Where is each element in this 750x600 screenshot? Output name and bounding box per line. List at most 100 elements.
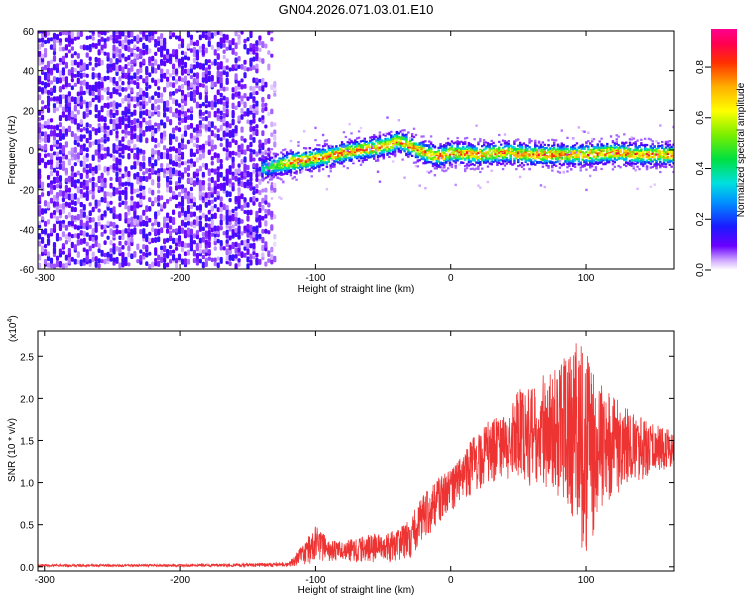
ridge-cell bbox=[543, 158, 546, 161]
noise-cell bbox=[261, 96, 265, 103]
noise-cell bbox=[180, 206, 185, 211]
noise-cell bbox=[240, 107, 244, 114]
noise-cell bbox=[97, 243, 101, 249]
noise-cell bbox=[210, 160, 214, 166]
ridge-cell bbox=[458, 153, 461, 156]
ridge-halo-cell bbox=[479, 186, 482, 189]
ridge-halo-cell bbox=[393, 145, 397, 148]
noise-cell bbox=[43, 71, 48, 77]
noise-cell bbox=[124, 106, 128, 113]
ridge-cell bbox=[327, 155, 330, 158]
ridge-cell bbox=[503, 140, 507, 143]
ridge-cell bbox=[325, 162, 329, 165]
ridge-cell bbox=[418, 146, 421, 149]
noise-cell bbox=[67, 235, 71, 243]
noise-cell bbox=[219, 158, 223, 164]
ridge-cell bbox=[454, 159, 457, 162]
noise-cell bbox=[103, 31, 107, 32]
ridge-cell bbox=[467, 155, 471, 158]
noise-cell bbox=[64, 254, 68, 261]
ridge-cell bbox=[429, 141, 433, 144]
ridge-cell bbox=[460, 153, 463, 156]
noise-cell bbox=[249, 104, 253, 110]
noise-cell bbox=[186, 214, 191, 222]
ridge-cell bbox=[268, 173, 272, 176]
noise-cell bbox=[127, 180, 131, 186]
ridge-cell bbox=[551, 148, 554, 152]
ridge-cell bbox=[482, 141, 486, 144]
noise-cell bbox=[100, 44, 104, 51]
noise-cell bbox=[76, 259, 80, 265]
ridge-cell bbox=[528, 141, 531, 144]
ridge-cell bbox=[373, 135, 376, 139]
noise-cell bbox=[216, 78, 220, 84]
noise-cell bbox=[133, 44, 137, 49]
ridge-cell bbox=[352, 147, 355, 151]
ridge-cell bbox=[369, 156, 372, 159]
noise-cell bbox=[109, 239, 113, 246]
noise-cell bbox=[43, 120, 48, 126]
ridge-cell bbox=[393, 146, 397, 149]
noise-cell bbox=[243, 156, 247, 163]
noise-cell bbox=[100, 81, 104, 89]
ridge-cell bbox=[551, 160, 554, 164]
noise-cell bbox=[225, 239, 229, 244]
ridge-cell bbox=[373, 154, 376, 157]
noise-cell bbox=[70, 110, 74, 118]
noise-cell bbox=[231, 233, 235, 239]
noise-cell bbox=[157, 236, 161, 243]
ridge-cell bbox=[342, 165, 346, 168]
noise-cell bbox=[55, 124, 60, 131]
noise-cell bbox=[103, 240, 107, 246]
noise-cell bbox=[177, 225, 182, 230]
noise-cell bbox=[160, 44, 164, 52]
noise-cell bbox=[273, 187, 277, 193]
noise-cell bbox=[139, 53, 143, 58]
noise-cell bbox=[136, 243, 140, 251]
ridge-cell bbox=[484, 158, 488, 162]
noise-cell bbox=[139, 110, 143, 118]
ridge-cell bbox=[276, 165, 279, 168]
noise-cell bbox=[171, 160, 176, 167]
noise-cell bbox=[180, 117, 185, 124]
noise-cell bbox=[73, 82, 77, 88]
ridge-cell bbox=[276, 159, 279, 162]
noise-cell bbox=[201, 31, 205, 39]
noise-cell bbox=[124, 186, 128, 192]
noise-cell bbox=[103, 197, 107, 204]
ridge-cell bbox=[397, 135, 401, 139]
ridge-cell bbox=[371, 143, 374, 146]
ridge-cell bbox=[376, 158, 380, 162]
ridge-cell bbox=[585, 154, 588, 157]
noise-cell bbox=[67, 187, 71, 193]
ridge-cell bbox=[333, 152, 336, 155]
ridge-cell bbox=[566, 157, 569, 160]
noise-cell bbox=[94, 128, 98, 133]
noise-cell bbox=[49, 124, 54, 130]
ridge-cell bbox=[357, 146, 361, 149]
ridge-cell bbox=[424, 152, 427, 155]
noise-cell bbox=[55, 107, 60, 112]
noise-cell bbox=[192, 89, 197, 95]
noise-cell bbox=[183, 251, 188, 257]
noise-cell bbox=[231, 93, 235, 100]
ridge-cell bbox=[577, 150, 581, 153]
ridge-cell bbox=[356, 155, 359, 159]
ridge-cell bbox=[568, 156, 571, 159]
ridge-cell bbox=[556, 144, 560, 147]
noise-cell bbox=[46, 159, 51, 166]
noise-cell bbox=[133, 35, 137, 42]
noise-cell bbox=[195, 144, 199, 149]
ridge-cell bbox=[325, 150, 329, 154]
noise-cell bbox=[142, 90, 146, 97]
noise-cell bbox=[157, 47, 161, 53]
ridge-cell bbox=[410, 138, 414, 141]
ridge-cell bbox=[456, 142, 459, 145]
noise-cell bbox=[216, 89, 220, 96]
ridge-halo-cell bbox=[403, 176, 406, 179]
ridge-cell bbox=[507, 151, 510, 155]
noise-cell bbox=[273, 129, 277, 135]
ridge-cell bbox=[496, 159, 499, 162]
ridge-cell bbox=[520, 158, 524, 161]
noise-cell bbox=[76, 52, 80, 59]
